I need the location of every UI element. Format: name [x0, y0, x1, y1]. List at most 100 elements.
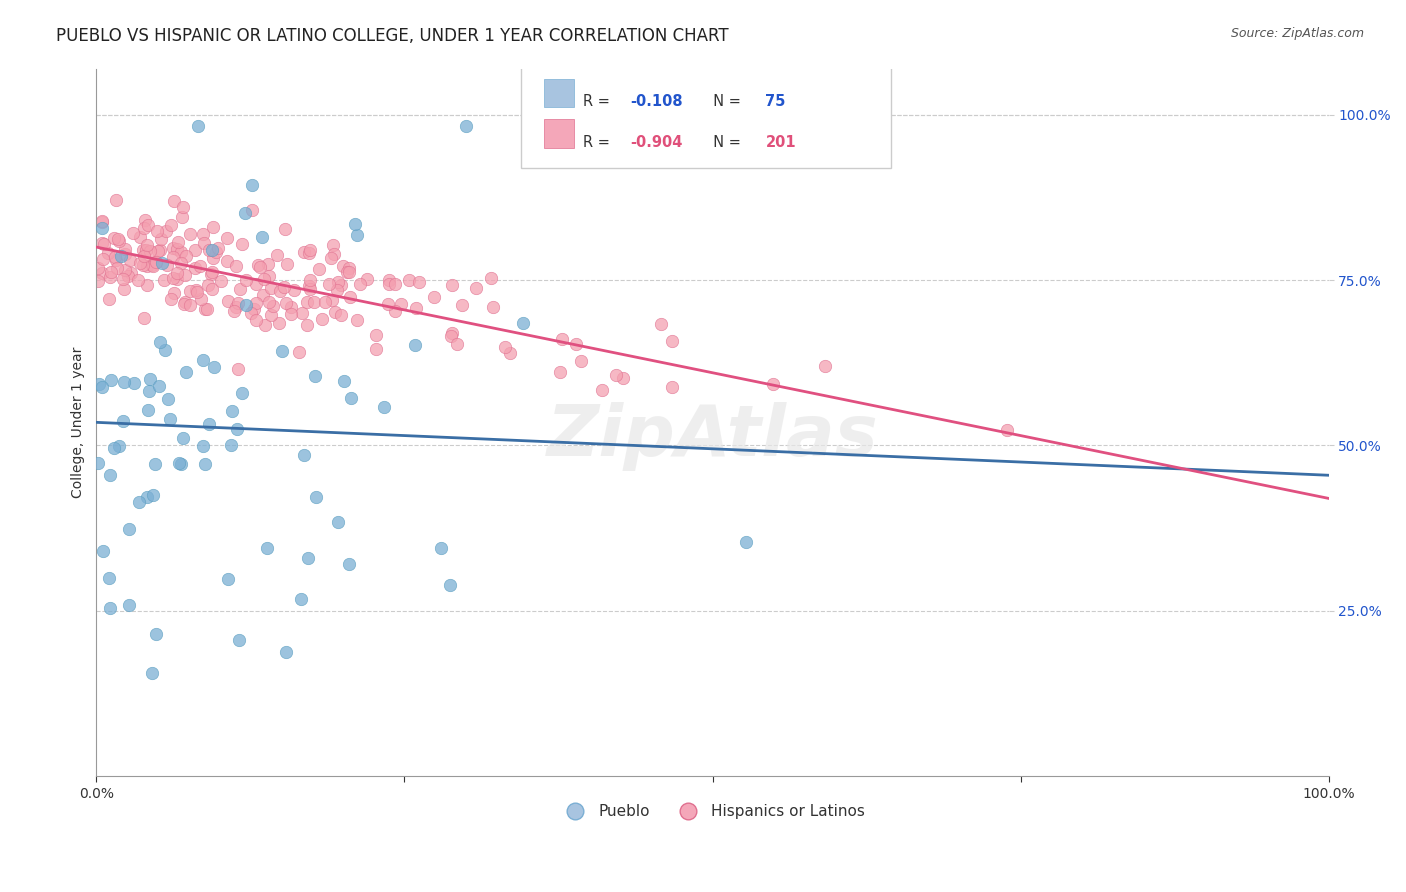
Point	[157, 392, 180, 406]
Point	[112, 282, 135, 296]
Point	[253, 318, 276, 332]
Point	[162, 271, 184, 285]
Point	[100, 265, 122, 279]
Point	[86, 456, 108, 470]
Point	[378, 273, 401, 287]
Point	[225, 259, 247, 273]
Point	[298, 282, 321, 296]
Point	[450, 298, 472, 312]
Point	[132, 243, 155, 257]
Point	[121, 226, 143, 240]
Point	[132, 258, 155, 272]
Point	[337, 557, 360, 571]
Point	[91, 236, 114, 251]
Point	[91, 214, 114, 228]
Point	[325, 304, 347, 318]
Point	[239, 306, 262, 320]
Point	[292, 448, 315, 462]
Point	[136, 238, 159, 252]
Point	[98, 293, 121, 307]
Point	[298, 279, 321, 293]
Point	[661, 380, 683, 394]
Point	[110, 249, 132, 263]
Point	[551, 332, 574, 346]
Point	[267, 316, 290, 330]
Point	[166, 266, 188, 280]
Point	[122, 376, 145, 390]
Point	[127, 273, 149, 287]
Point	[221, 404, 243, 418]
Point	[423, 290, 446, 304]
Point	[194, 301, 217, 316]
Y-axis label: College, Under 1 year: College, Under 1 year	[72, 347, 86, 498]
Point	[548, 365, 571, 379]
Point	[136, 218, 159, 232]
Point	[105, 193, 128, 207]
Point	[441, 326, 464, 341]
Point	[326, 276, 349, 290]
Point	[378, 277, 401, 291]
Point	[245, 295, 267, 310]
Point	[87, 274, 110, 288]
Point	[408, 275, 430, 289]
Point	[169, 456, 191, 470]
Point	[280, 300, 302, 314]
Point	[332, 259, 354, 273]
Point	[298, 273, 321, 287]
Point	[190, 293, 212, 307]
Point	[762, 376, 785, 391]
Point	[430, 541, 453, 556]
Point	[184, 283, 207, 297]
Point	[155, 224, 177, 238]
Point	[661, 334, 683, 349]
Point	[136, 403, 159, 417]
Point	[569, 353, 592, 368]
Point	[166, 242, 188, 256]
Point	[233, 206, 256, 220]
Point	[191, 353, 214, 368]
Point	[166, 271, 188, 285]
Point	[337, 261, 360, 276]
Point	[319, 251, 342, 265]
Text: -0.108: -0.108	[630, 95, 682, 110]
Point	[86, 260, 108, 275]
Point	[96, 246, 118, 260]
Point	[292, 245, 315, 260]
Point	[93, 544, 115, 558]
Point	[231, 385, 253, 400]
Point	[346, 227, 368, 242]
Point	[159, 292, 181, 306]
Text: 75: 75	[765, 95, 786, 110]
Point	[366, 342, 388, 356]
Point	[308, 261, 330, 276]
Point	[201, 265, 224, 279]
Point	[290, 592, 312, 607]
Point	[245, 277, 267, 292]
Text: ZipAtlas: ZipAtlas	[547, 402, 879, 471]
Point	[146, 244, 169, 259]
Point	[163, 286, 186, 301]
Point	[91, 252, 114, 266]
Point	[111, 414, 134, 428]
Point	[138, 384, 160, 398]
Point	[100, 468, 122, 483]
Point	[136, 490, 159, 504]
Point	[198, 417, 221, 431]
Point	[197, 278, 219, 293]
Point	[150, 232, 173, 246]
Point	[314, 294, 336, 309]
Point	[145, 254, 167, 268]
Point	[141, 666, 163, 681]
Point	[482, 300, 505, 314]
Point	[143, 458, 166, 472]
Text: PUEBLO VS HISPANIC OR LATINO COLLEGE, UNDER 1 YEAR CORRELATION CHART: PUEBLO VS HISPANIC OR LATINO COLLEGE, UN…	[56, 27, 728, 45]
Point	[340, 391, 363, 405]
Point	[135, 259, 157, 273]
Point	[564, 337, 586, 351]
Point	[179, 284, 201, 298]
Point	[215, 254, 238, 268]
Point	[250, 230, 273, 244]
Point	[235, 273, 257, 287]
Point	[129, 229, 152, 244]
Point	[266, 248, 288, 262]
